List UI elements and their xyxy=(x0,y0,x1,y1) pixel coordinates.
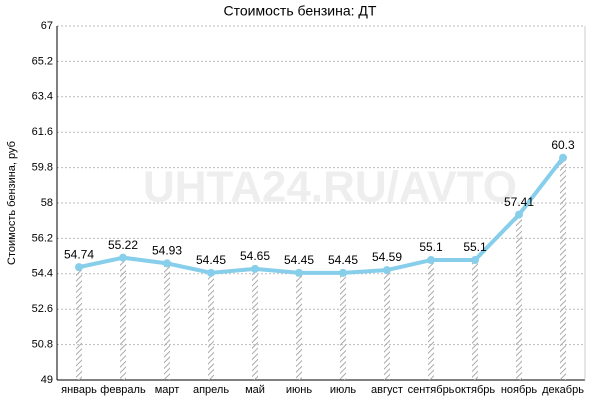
y-tick-label: 52.6 xyxy=(32,303,53,315)
y-tick-label: 61.6 xyxy=(32,126,53,138)
y-tick-label: 56.2 xyxy=(32,232,53,244)
y-tick-label: 49 xyxy=(41,374,53,386)
data-label: 60.3 xyxy=(551,138,575,152)
point xyxy=(295,268,303,277)
x-tick-label: апрель xyxy=(193,384,229,396)
data-label: 55.1 xyxy=(463,240,487,254)
line xyxy=(78,156,565,275)
point xyxy=(207,268,215,277)
drop-line xyxy=(340,272,346,380)
x-tick-label: август xyxy=(371,384,403,396)
data-label: 54.45 xyxy=(284,253,314,267)
y-tick-label: 59.8 xyxy=(32,162,53,174)
x-tick-label: сентябрь xyxy=(408,384,455,396)
x-tick-label: декабрь xyxy=(542,384,584,396)
data-label: 57.41 xyxy=(504,195,534,209)
x-tick-label: ноябрь xyxy=(501,384,538,396)
drop-line xyxy=(76,267,82,380)
y-axis-label: Стоимость бензина, руб xyxy=(6,141,18,265)
drop-line xyxy=(472,260,478,380)
data-label: 54.45 xyxy=(196,253,226,267)
x-tick-label: июнь xyxy=(286,384,312,396)
data-label: 55.22 xyxy=(108,238,138,252)
data-label: 54.45 xyxy=(328,253,358,267)
point xyxy=(339,268,347,277)
y-tick-label: 50.8 xyxy=(32,339,53,351)
x-tick-label: май xyxy=(245,384,265,396)
point xyxy=(383,266,391,275)
point xyxy=(515,210,523,219)
x-tick-label: октябрь xyxy=(455,384,495,396)
x-tick-label: июль xyxy=(330,384,357,396)
data-label: 54.65 xyxy=(240,249,270,263)
drop-line xyxy=(384,270,390,380)
watermark: UHTA24.RU/AVTO xyxy=(143,163,517,212)
point xyxy=(75,263,83,272)
point xyxy=(427,256,435,265)
x-tick-label: февраль xyxy=(100,384,146,396)
data-label: 54.59 xyxy=(372,250,402,264)
drop-line xyxy=(208,272,214,380)
y-tick-label: 67 xyxy=(41,20,53,32)
y-tick-label: 63.4 xyxy=(32,91,53,103)
data-label: 54.93 xyxy=(152,244,182,258)
drop-line xyxy=(252,268,258,380)
drop-line xyxy=(516,214,522,380)
x-tick-label: март xyxy=(155,384,180,396)
data-label: 55.1 xyxy=(419,240,443,254)
chart-title: Стоимость бензина: ДТ xyxy=(224,3,377,19)
x-tick-label: январь xyxy=(61,384,97,396)
point xyxy=(163,259,171,268)
drop-line xyxy=(428,260,434,380)
drop-line xyxy=(296,272,302,380)
point xyxy=(471,256,479,265)
y-tick-label: 65.2 xyxy=(32,55,53,67)
point xyxy=(251,264,259,273)
y-tick-label: 54.4 xyxy=(32,268,53,280)
point xyxy=(119,253,127,262)
drop-line xyxy=(164,263,170,380)
drop-line xyxy=(120,257,126,380)
y-tick-label: 58 xyxy=(41,197,53,209)
data-label: 54.74 xyxy=(64,247,94,261)
point xyxy=(559,153,567,162)
drop-line xyxy=(560,157,566,380)
